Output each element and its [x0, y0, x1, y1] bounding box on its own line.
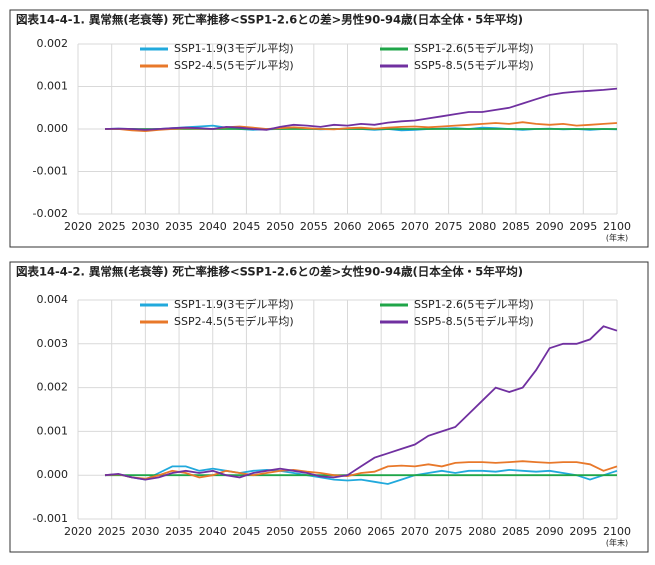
x-tick-label: 2085 [502, 525, 530, 538]
legend-label: SSP1-1.9(3モデル平均) [174, 297, 294, 311]
x-tick-label: 2030 [131, 525, 159, 538]
x-tick-label: 2060 [334, 220, 362, 233]
x-tick-label: 2055 [300, 525, 328, 538]
x-tick-label: 2020 [64, 525, 92, 538]
x-tick-label: 2035 [165, 525, 193, 538]
x-tick-label: 2070 [401, 525, 429, 538]
x-tick-label: 2080 [468, 220, 496, 233]
x-tick-label: 2050 [266, 220, 294, 233]
y-tick-label: 0.004 [37, 293, 69, 306]
x-tick-label: 2065 [367, 525, 395, 538]
chart-frame [9, 261, 649, 553]
x-tick-label: 2060 [334, 525, 362, 538]
x-tick-label: 2045 [232, 220, 260, 233]
legend-label: SSP2-4.5(5モデル平均) [174, 314, 294, 328]
x-unit: (年末) [606, 538, 628, 548]
legend-label: SSP5-8.5(5モデル平均) [414, 314, 534, 328]
legend-label: SSP1-2.6(5モデル平均) [414, 297, 534, 311]
y-tick-label: 0.001 [37, 80, 69, 93]
chart-frame [9, 9, 649, 248]
x-tick-label: 2090 [536, 525, 564, 538]
chart-title: 図表14-4-1. 異常無(老衰等) 死亡率推移<SSP1-2.6との差>男性9… [16, 13, 523, 27]
y-tick-label: -0.002 [33, 207, 68, 220]
x-tick-label: 2055 [300, 220, 328, 233]
legend-label: SSP1-2.6(5モデル平均) [414, 41, 534, 55]
series-line [104, 325, 618, 481]
series-line [104, 460, 618, 480]
x-tick-label: 2025 [98, 220, 126, 233]
legend-label: SSP2-4.5(5モデル平均) [174, 58, 294, 72]
x-tick-label: 2020 [64, 220, 92, 233]
x-tick-label: 2080 [468, 525, 496, 538]
x-tick-label: 2075 [435, 220, 463, 233]
x-tick-label: 2090 [536, 220, 564, 233]
x-tick-label: 2095 [569, 220, 597, 233]
y-tick-label: -0.001 [33, 512, 68, 525]
x-tick-label: 2035 [165, 220, 193, 233]
legend-label: SSP5-8.5(5モデル平均) [414, 58, 534, 72]
x-tick-label: 2050 [266, 525, 294, 538]
x-tick-label: 2095 [569, 525, 597, 538]
x-tick-label: 2075 [435, 525, 463, 538]
x-tick-label: 2045 [232, 525, 260, 538]
x-tick-label: 2070 [401, 220, 429, 233]
x-tick-label: 2065 [367, 220, 395, 233]
x-tick-label: 2030 [131, 220, 159, 233]
chart-title: 図表14-4-2. 異常無(老衰等) 死亡率推移<SSP1-2.6との差>女性9… [16, 265, 523, 279]
y-tick-label: 0.002 [37, 37, 69, 50]
y-tick-label: 0.001 [37, 424, 69, 437]
y-tick-label: 0.000 [37, 468, 69, 481]
x-tick-label: 2100 [603, 525, 631, 538]
legend-label: SSP1-1.9(3モデル平均) [174, 41, 294, 55]
y-tick-label: 0.003 [37, 337, 69, 350]
x-tick-label: 2040 [199, 525, 227, 538]
y-tick-label: 0.002 [37, 381, 69, 394]
x-tick-label: 2025 [98, 525, 126, 538]
y-tick-label: 0.000 [37, 122, 69, 135]
y-tick-label: -0.001 [33, 165, 68, 178]
x-tick-label: 2100 [603, 220, 631, 233]
series-line [104, 87, 618, 131]
x-tick-label: 2040 [199, 220, 227, 233]
x-tick-label: 2085 [502, 220, 530, 233]
series-line [104, 465, 618, 485]
x-unit: (年末) [606, 233, 628, 243]
